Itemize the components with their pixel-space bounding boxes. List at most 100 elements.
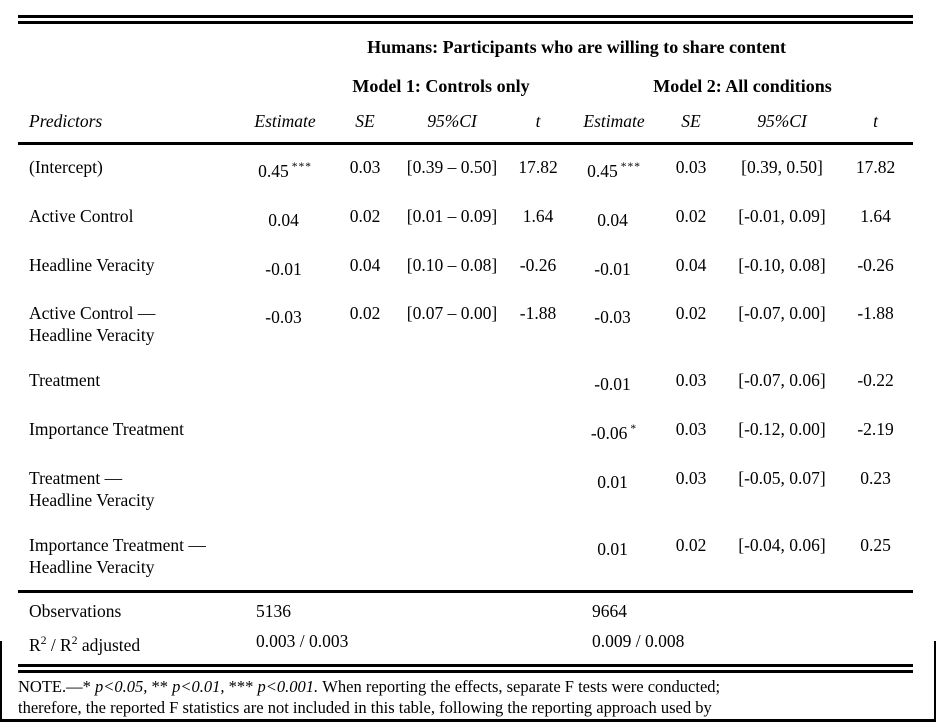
m2-t-cell: 0.23 bbox=[860, 468, 891, 489]
m1-estimate-cell bbox=[240, 523, 330, 592]
m2-t-cell: 1.64 bbox=[860, 205, 891, 226]
m1-estimate-cell bbox=[240, 456, 330, 523]
col-header-m2-estimate: Estimate bbox=[572, 104, 656, 145]
m1-ci-cell: [0.01 – 0.09] bbox=[406, 205, 498, 226]
note-line-2: therefore, the reported F statistics are… bbox=[18, 697, 712, 717]
m1-t-cell: 17.82 bbox=[518, 157, 558, 177]
m1-se-cell: 0.02 bbox=[349, 303, 381, 324]
m1-se-cell: 0.02 bbox=[349, 205, 381, 226]
note-text: When reporting the effects, separate F t… bbox=[322, 676, 721, 696]
col-header-m1-estimate: Estimate bbox=[240, 104, 330, 145]
table-row: Headline Veracity -0.01 0.04 [0.10 – 0.0… bbox=[18, 243, 913, 292]
predictor-label-line: Headline Veracity bbox=[29, 490, 155, 511]
m1-ci-cell bbox=[400, 523, 504, 592]
frame-right-edge bbox=[934, 641, 936, 719]
predictor-label-line: Headline Veracity bbox=[29, 557, 155, 578]
observations-m1-value: 5136 bbox=[240, 590, 572, 627]
model-header-spacer bbox=[18, 59, 240, 104]
m1-t-cell bbox=[504, 523, 572, 592]
table-row: Treatment -0.01 0.03 [-0.07, 0.06] -0.22 bbox=[18, 358, 913, 407]
m2-se-cell: 0.04 bbox=[675, 254, 707, 275]
col-header-predictors: Predictors bbox=[18, 104, 240, 145]
predictor-label: (Intercept) bbox=[18, 144, 240, 194]
col-header-m2-se: SE bbox=[656, 104, 726, 145]
sig-two-star: ** bbox=[151, 676, 173, 696]
col-header-m1-se: SE bbox=[330, 104, 400, 145]
m1-ci-cell: [0.07 – 0.00] bbox=[406, 303, 498, 324]
table-row: Treatment — Headline Veracity 0.01 0.03 … bbox=[18, 456, 913, 523]
observations-m2-value: 9664 bbox=[572, 590, 914, 627]
m2-ci-cell: [-0.04, 0.06] bbox=[738, 535, 826, 556]
m2-estimate-cell: 0.01 bbox=[597, 471, 628, 492]
m2-t-cell: -1.88 bbox=[857, 303, 894, 324]
m1-t-cell: 1.64 bbox=[522, 205, 554, 226]
predictor-label-line: Importance Treatment — bbox=[29, 535, 206, 556]
predictor-label: Active Control — Headline Veracity bbox=[18, 291, 240, 358]
m1-estimate-cell: -0.01 bbox=[265, 258, 302, 279]
m1-estimate-cell bbox=[240, 358, 330, 407]
col-header-m1-ci: 95%CI bbox=[400, 104, 504, 145]
m1-estimate-cell bbox=[240, 407, 330, 456]
model-header-row: Model 1: Controls only Model 2: All cond… bbox=[18, 59, 913, 104]
significance-stars: *** bbox=[291, 161, 312, 173]
note-prefix: NOTE.— bbox=[18, 676, 83, 696]
m2-ci-cell: [-0.12, 0.00] bbox=[738, 419, 826, 440]
m1-ci-cell bbox=[400, 358, 504, 407]
table-row: (Intercept) 0.45 *** 0.03 [0.39 – 0.50] 1… bbox=[18, 144, 913, 194]
predictor-label-line: Treatment bbox=[29, 370, 101, 391]
predictor-label-line: Treatment — bbox=[29, 468, 123, 489]
predictor-label-line: (Intercept) bbox=[29, 157, 103, 177]
m2-estimate-cell: -0.03 bbox=[594, 307, 631, 328]
note-double-rule bbox=[18, 663, 913, 673]
table-row: Importance Treatment -0.06 * 0.03 [-0.12,… bbox=[18, 407, 913, 456]
r2-label: R2 / R2 adjusted bbox=[29, 634, 141, 655]
note-line-1: NOTE.—* p<0.05, ** p<0.01, *** p<0.001. … bbox=[18, 676, 918, 697]
m2-ci-cell: [-0.01, 0.09] bbox=[738, 205, 826, 226]
m1-estimate-cell: 0.04 bbox=[268, 209, 299, 230]
note-line-3: Pennycook et al. (2021). bbox=[18, 718, 918, 720]
m2-se-cell: 0.02 bbox=[675, 303, 707, 324]
m2-ci-cell: [-0.10, 0.08] bbox=[738, 254, 826, 275]
r2-m2-value: 0.009 / 0.008 bbox=[592, 631, 685, 652]
table-title: Humans: Participants who are willing to … bbox=[367, 37, 786, 57]
predictor-label: Treatment — Headline Veracity bbox=[18, 456, 240, 523]
m1-t-cell bbox=[504, 407, 572, 456]
table-note: NOTE.—* p<0.05, ** p<0.01, *** p<0.001. … bbox=[18, 676, 918, 720]
m2-ci-cell: [-0.07, 0.00] bbox=[738, 303, 826, 324]
m2-se-cell: 0.03 bbox=[675, 157, 707, 177]
observations-row: Observations 5136 9664 bbox=[18, 590, 914, 627]
sig-one-star: * bbox=[82, 676, 95, 696]
predictor-label-line: Active Control bbox=[29, 205, 134, 226]
top-double-rule bbox=[18, 15, 913, 24]
model1-header: Model 1: Controls only bbox=[352, 76, 530, 96]
m2-estimate-cell: 0.45 *** bbox=[587, 160, 641, 181]
predictor-label: Headline Veracity bbox=[18, 243, 240, 292]
col-header-m1-t: t bbox=[504, 104, 572, 145]
m1-ci-cell bbox=[400, 407, 504, 456]
m1-ci-cell bbox=[400, 456, 504, 523]
predictor-label: Treatment bbox=[18, 358, 240, 407]
m1-t-cell bbox=[504, 358, 572, 407]
m2-estimate-cell: -0.01 bbox=[594, 258, 631, 279]
column-header-row: Predictors Estimate SE 95%CI t Estimate … bbox=[18, 104, 914, 145]
predictor-label-line: Active Control — bbox=[29, 303, 156, 324]
m1-t-cell bbox=[504, 456, 572, 523]
r2-m1-value: 0.003 / 0.003 bbox=[256, 631, 349, 652]
m1-estimate-cell: -0.03 bbox=[265, 307, 302, 328]
m2-se-cell: 0.03 bbox=[675, 370, 707, 391]
m1-ci-cell: [0.10 – 0.08] bbox=[406, 254, 498, 275]
regression-table: Humans: Participants who are willing to … bbox=[18, 24, 914, 664]
sig-one-p: p<0.05, bbox=[95, 676, 152, 696]
m2-ci-cell: [0.39, 0.50] bbox=[741, 157, 823, 177]
m2-estimate-cell: -0.01 bbox=[594, 374, 631, 395]
sig-two-p: p<0.01, bbox=[172, 676, 229, 696]
m2-t-cell: -2.19 bbox=[857, 419, 894, 440]
col-header-m2-ci: 95%CI bbox=[726, 104, 838, 145]
predictor-label-line: Headline Veracity bbox=[29, 254, 155, 275]
m2-ci-cell: [-0.07, 0.06] bbox=[738, 370, 826, 391]
m2-estimate-cell: 0.04 bbox=[597, 209, 628, 230]
observations-label: Observations bbox=[18, 590, 240, 627]
m2-t-cell: -0.26 bbox=[857, 254, 894, 275]
m1-se-cell: 0.04 bbox=[349, 254, 381, 275]
table-row: Importance Treatment — Headline Veracity… bbox=[18, 523, 913, 592]
